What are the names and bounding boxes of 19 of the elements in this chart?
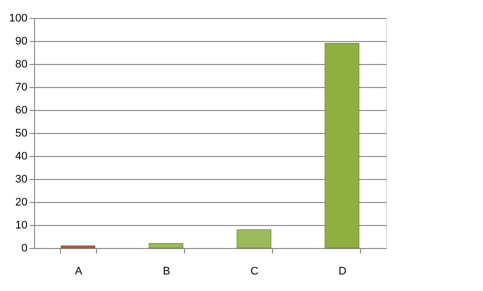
x-tick-label: A <box>74 266 83 278</box>
y-tick-label: 50 <box>15 128 28 140</box>
y-tick-label: 70 <box>15 82 28 94</box>
y-tick-label: 90 <box>15 36 28 48</box>
y-tick-label: 80 <box>15 58 28 70</box>
y-tick-label: 30 <box>15 174 28 186</box>
y-tick-label: 10 <box>15 220 28 232</box>
x-tick-label: C <box>250 266 259 278</box>
bar <box>60 245 96 248</box>
x-tick-label: D <box>338 266 347 278</box>
y-tick-label: 0 <box>21 242 28 254</box>
y-tick-label: 60 <box>15 104 28 116</box>
y-tick-label: 20 <box>15 196 28 208</box>
bar <box>236 229 272 248</box>
bar <box>324 43 360 248</box>
y-tick-label: 40 <box>15 150 28 162</box>
y-tick-label: 100 <box>9 12 28 24</box>
bar <box>148 243 184 248</box>
x-tick-label: B <box>162 266 170 278</box>
